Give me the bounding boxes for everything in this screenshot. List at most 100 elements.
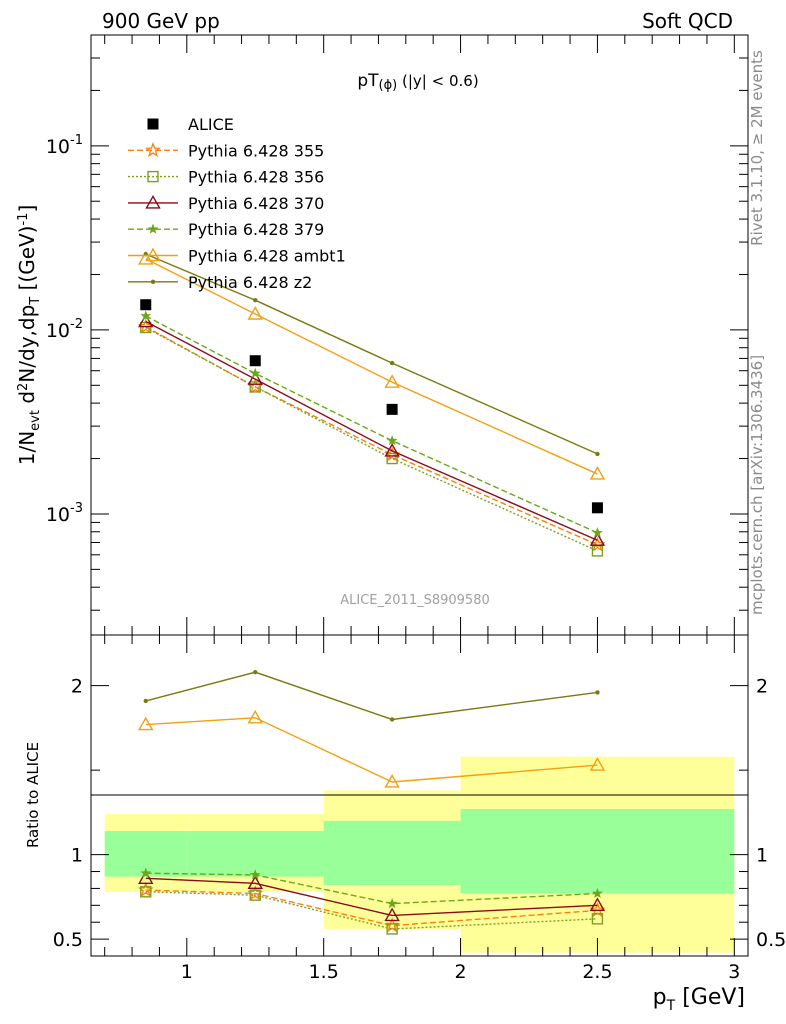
ratio-series-point (140, 867, 152, 878)
legend-marker (150, 279, 156, 284)
ratio-y-tick-label-right: 0.5 (756, 929, 786, 951)
main-series-line (145, 315, 598, 534)
main-series-point (249, 355, 261, 367)
main-series-point (589, 466, 606, 480)
main-series-point (249, 367, 261, 379)
ratio-series-point (138, 716, 154, 731)
main-series-point (138, 250, 154, 265)
ratio-series-point (143, 698, 148, 704)
ratio-series-line (145, 717, 598, 783)
main-series-point (249, 381, 261, 393)
legend-entry: Pythia 6.428 z2 (128, 273, 312, 292)
ratio-x-tick-label: 2.5 (582, 961, 612, 983)
ratio-band-inner (323, 820, 461, 886)
main-series-point (140, 310, 152, 321)
legend-label: ALICE (188, 115, 234, 134)
legend: ALICE Pythia 6.428 355 Pythia 6.428 356 Pyt… (128, 115, 346, 292)
ratio-series-point (140, 886, 152, 898)
ratio-x-tick-label: 1.5 (309, 961, 339, 983)
legend-label: Pythia 6.428 z2 (188, 273, 312, 292)
main-series-point (140, 321, 152, 334)
ratio-y-tick-label: 0.5 (53, 929, 83, 951)
main-series-point (595, 451, 600, 457)
main-panel: 10-3 10-2 10-1 pT(ϕ) (|y| < 0.6) 1/Nevt d2… (15, 34, 749, 636)
ratio-panel: 0.5 0.5 1 1 2 2 1 1.5 2 2.5 3 Ratio to ALICE pT [G… (24, 634, 786, 1014)
main-series-point (247, 371, 263, 385)
main-series-point (140, 299, 152, 311)
ratio-series-point (592, 887, 603, 899)
main-y-tick-label: 10-3 (46, 501, 83, 526)
main-title: pT(ϕ) (|y| < 0.6) (357, 71, 478, 93)
main-series-point (384, 443, 400, 457)
ratio-series-point (253, 669, 258, 675)
ratio-x-tick-label: 1 (181, 961, 193, 983)
ratio-series-point (595, 690, 600, 695)
ratio-x-tick-label: 2 (455, 961, 467, 983)
main-series-point (386, 452, 398, 465)
ratio-x-tick-label: 3 (728, 961, 740, 983)
ratio-series-line (145, 891, 598, 930)
ratio-series-layer (137, 669, 606, 935)
ratio-series-point (386, 897, 398, 909)
legend-marker (145, 247, 161, 262)
main-series-point (384, 374, 400, 388)
legend-entry: Pythia 6.428 355 (128, 141, 324, 160)
main-series-line (145, 253, 598, 455)
ratio-series-point (384, 907, 400, 922)
main-series-point (592, 527, 603, 538)
ratio-y-tick-label-right: 2 (756, 676, 768, 698)
ratio-y-axis-label: Ratio to ALICE (24, 742, 42, 848)
analysis-id-label: ALICE_2011_S8909580 (340, 593, 490, 608)
ratio-y-tick-label: 1 (71, 845, 83, 867)
main-y-tick-label: 10-2 (46, 317, 83, 342)
main-series-line (145, 320, 598, 541)
legend-label: Pythia 6.428 379 (188, 220, 324, 239)
legend-marker (145, 194, 161, 209)
legend-marker (147, 118, 159, 130)
legend-entry: Pythia 6.428 370 (128, 194, 324, 213)
ratio-series-line (145, 877, 598, 917)
legend-entry: ALICE (147, 115, 234, 134)
legend-label: Pythia 6.428 ambt1 (188, 247, 346, 266)
main-series-point (253, 297, 258, 303)
ratio-series-point (589, 757, 606, 771)
mcplots-reference-label: mcplots.cern.ch [arXiv:1306.3436] (748, 355, 766, 615)
legend-label: Pythia 6.428 355 (188, 141, 324, 160)
main-y-axis-label: 1/Nevt d2N/dy,dpT [(GeV)-1] (15, 205, 43, 466)
legend-label: Pythia 6.428 356 (188, 168, 324, 187)
main-series-point (589, 532, 606, 546)
main-series-layer (137, 250, 606, 557)
ratio-axis-ticks: 0.5 0.5 1 1 2 2 1 1.5 2 2.5 3 (53, 635, 786, 983)
ratio-series-point (389, 717, 395, 722)
main-series-point (591, 502, 603, 514)
main-series-point (389, 360, 395, 366)
ratio-x-axis-label: pT [GeV] (653, 985, 745, 1014)
ratio-y-tick-label: 2 (71, 676, 83, 698)
ratio-band-inner (460, 809, 735, 894)
ratio-series-line (145, 671, 598, 721)
legend-entry: Pythia 6.428 ambt1 (128, 247, 346, 266)
ratio-series-point (247, 709, 263, 724)
main-series-point (386, 435, 398, 446)
main-series-point (247, 306, 263, 320)
main-series-point (138, 313, 154, 328)
ratio-series-point (247, 875, 263, 890)
ratio-series-point (384, 774, 400, 788)
ratio-band-inner (186, 830, 324, 877)
ratio-series-point (386, 923, 398, 935)
legend-entry: Pythia 6.428 379 (128, 220, 324, 239)
header-category-label: Soft QCD (642, 9, 733, 33)
main-series-line (145, 326, 598, 546)
ratio-y-tick-label-right: 1 (756, 845, 768, 867)
ratio-series-line (145, 889, 598, 927)
legend-marker (145, 141, 161, 158)
ratio-panel-frame (90, 634, 749, 957)
ratio-uncertainty-bands (104, 756, 735, 953)
ratio-series-point (589, 897, 606, 912)
main-axis-ticks: 10-3 10-2 10-1 (46, 34, 748, 635)
rivet-version-label: Rivet 3.1.10, ≥ 2M events (748, 50, 766, 246)
legend-marker (147, 223, 159, 234)
ratio-series-point (249, 869, 261, 880)
ratio-series-line (145, 872, 598, 905)
